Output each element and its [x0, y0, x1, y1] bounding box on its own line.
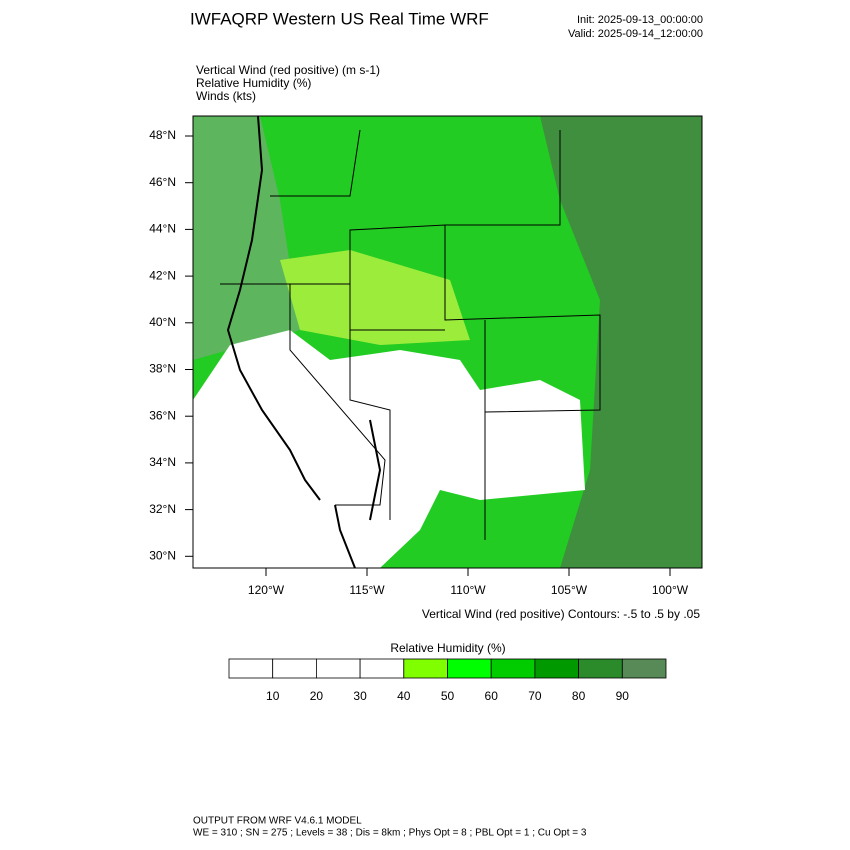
field-label: Vertical Wind (red positive) (m s-1)	[196, 63, 380, 77]
colorbar-box	[403, 658, 448, 679]
lon-labels: 120°W 115°W 110°W 105°W 100°W	[248, 568, 689, 597]
valid-time: Valid: 2025-09-14_12:00:00	[568, 28, 703, 40]
map	[193, 116, 702, 568]
colorbar-box	[359, 658, 405, 679]
colorbar-label: 20	[310, 689, 324, 703]
dry-region	[193, 330, 585, 568]
colorbar-box	[272, 658, 317, 679]
colorbar-label: 80	[572, 689, 586, 703]
lat-label: 38°N	[149, 362, 176, 376]
colorbar: 10 20 30 40 50 60 70 80 90	[228, 658, 667, 703]
lon-label: 110°W	[450, 583, 486, 597]
field-list: Vertical Wind (red positive) (m s-1)Rela…	[196, 63, 380, 103]
colorbar-label: 70	[528, 689, 542, 703]
title: IWFAQRP Western US Real Time WRF	[190, 9, 489, 28]
footer-line: OUTPUT FROM WRF V4.6.1 MODEL	[193, 816, 362, 827]
colorbar-title: Relative Humidity (%)	[390, 641, 505, 655]
colorbar-label: 10	[266, 689, 280, 703]
moist-region	[540, 116, 702, 568]
lat-label: 40°N	[149, 315, 176, 329]
baja-coast	[334, 419, 382, 568]
field-label: Relative Humidity (%)	[196, 76, 311, 90]
colorbar-box	[315, 658, 361, 679]
lat-label: 42°N	[149, 268, 176, 282]
colorbar-label: 30	[353, 689, 367, 703]
colorbar-label: 60	[485, 689, 499, 703]
lon-label: 100°W	[652, 583, 689, 597]
coast-region	[193, 116, 300, 360]
state-lines	[220, 129, 601, 540]
colorbar-box	[228, 658, 274, 679]
lat-labels: 48°N 46°N 44°N 42°N 40°N 38°N 36°N 34°N 32°N 30°N	[149, 128, 193, 562]
lon-label: 115°W	[349, 583, 385, 597]
lat-label: 44°N	[149, 222, 176, 236]
lat-label: 46°N	[149, 175, 176, 189]
coastline	[226, 116, 321, 501]
colorbar-box	[534, 658, 580, 679]
lat-label: 36°N	[149, 408, 176, 422]
map-frame	[192, 115, 703, 569]
lon-label: 105°W	[551, 583, 588, 597]
colorbar-box	[578, 658, 623, 679]
lat-label: 32°N	[149, 502, 176, 516]
field-label: Winds (kts)	[196, 89, 256, 103]
footer-line: WE = 310 ; SN = 275 ; Levels = 38 ; Dis …	[193, 828, 587, 839]
colorbar-label: 90	[616, 689, 630, 703]
lat-label: 48°N	[149, 128, 176, 142]
init-time: Init: 2025-09-13_00:00:00	[577, 14, 703, 26]
colorbar-box	[490, 658, 536, 679]
colorbar-label: 40	[397, 689, 411, 703]
colorbar-box	[447, 658, 492, 679]
light-green-region	[280, 250, 470, 345]
lat-label: 30°N	[149, 548, 176, 562]
lat-label: 34°N	[149, 455, 176, 469]
contour-note: Vertical Wind (red positive) Contours: -…	[422, 607, 700, 621]
colorbar-box	[621, 658, 667, 679]
colorbar-label: 50	[441, 689, 455, 703]
lon-label: 120°W	[248, 583, 285, 597]
